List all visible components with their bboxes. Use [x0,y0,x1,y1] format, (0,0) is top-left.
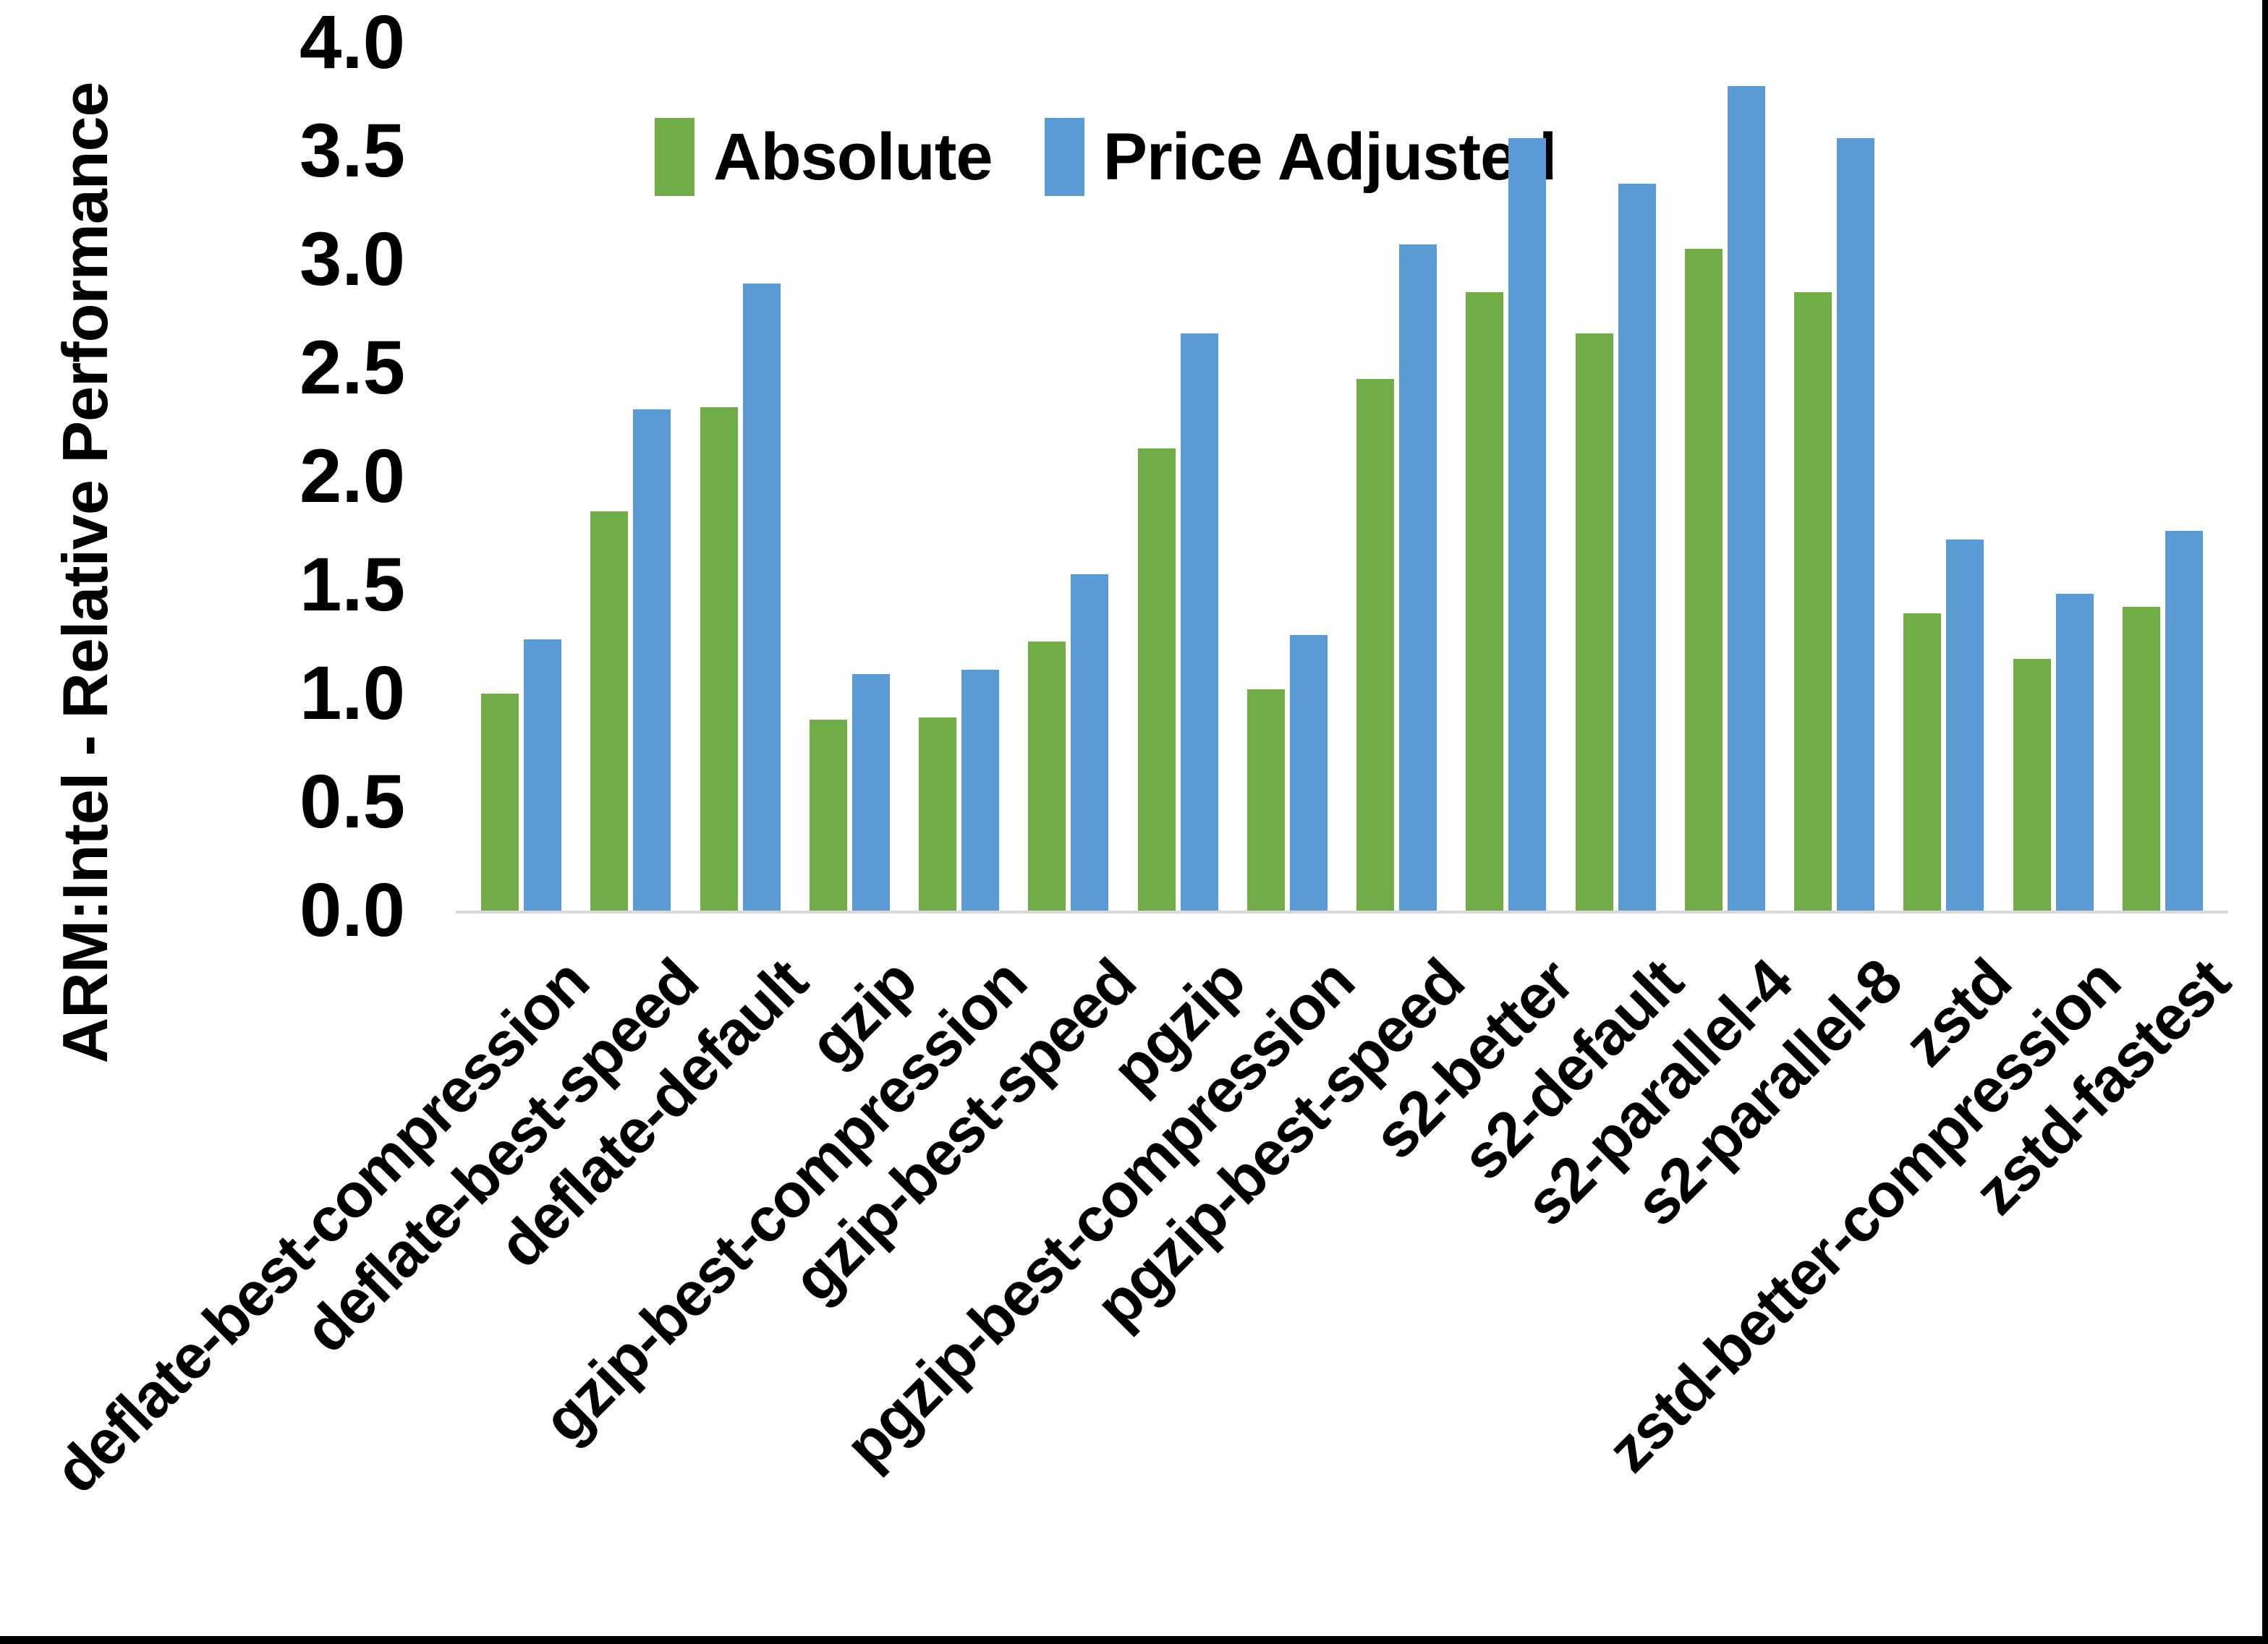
y-tick-label: 1.0 [300,651,405,736]
bar-absolute [810,720,847,911]
y-tick-label: 2.0 [300,434,405,519]
bar-price-adjusted [1181,333,1218,911]
legend-item-absolute: Absolute [655,118,993,196]
y-tick-label: 0.0 [300,868,405,953]
bar-absolute [1794,292,1832,911]
bar-absolute [1356,379,1394,911]
bar-absolute [2013,659,2051,911]
bar-price-adjusted [633,409,671,911]
legend-label-absolute: Absolute [713,119,993,194]
y-tick-label: 0.5 [300,759,405,844]
legend: Absolute Price Adjusted [655,118,1558,196]
bar-price-adjusted [1508,138,1546,911]
legend-swatch-price-adjusted [1044,118,1084,196]
bar-price-adjusted [2165,531,2203,911]
bar-price-adjusted [524,639,561,911]
bar-absolute [1028,642,1066,911]
bar-price-adjusted [2056,594,2094,911]
bar-absolute [700,407,738,911]
bar-price-adjusted [1399,244,1437,911]
y-tick-label: 4.0 [300,0,405,85]
bar-price-adjusted [1290,635,1328,911]
y-tick-label: 1.5 [300,542,405,627]
x-axis-line [456,911,2228,913]
bar-price-adjusted [852,674,890,911]
y-tick-label: 2.5 [300,325,405,410]
bar-price-adjusted [1946,540,1984,911]
legend-swatch-absolute [655,118,695,196]
y-tick-label: 3.0 [300,217,405,302]
bar-price-adjusted [1071,574,1108,911]
window-border-bottom [0,1636,2268,1644]
window-border-right [2262,0,2268,1644]
y-tick-label: 3.5 [300,108,405,193]
bar-absolute [1685,249,1723,911]
bar-absolute [1247,689,1285,911]
bar-price-adjusted [1618,184,1656,911]
bar-absolute [1903,613,1941,911]
legend-label-price-adjusted: Price Adjusted [1103,119,1558,194]
bar-absolute [2123,607,2160,911]
bar-price-adjusted [743,284,781,911]
bar-absolute [1138,448,1176,911]
bar-absolute [1466,292,1503,911]
bar-price-adjusted [1837,138,1874,911]
legend-item-price-adjusted: Price Adjusted [1044,118,1558,196]
bar-price-adjusted [961,670,999,911]
bar-absolute [590,511,628,911]
bar-price-adjusted [1728,86,1765,911]
bar-absolute [481,694,519,911]
bar-absolute [1576,333,1613,911]
bar-absolute [919,717,956,911]
